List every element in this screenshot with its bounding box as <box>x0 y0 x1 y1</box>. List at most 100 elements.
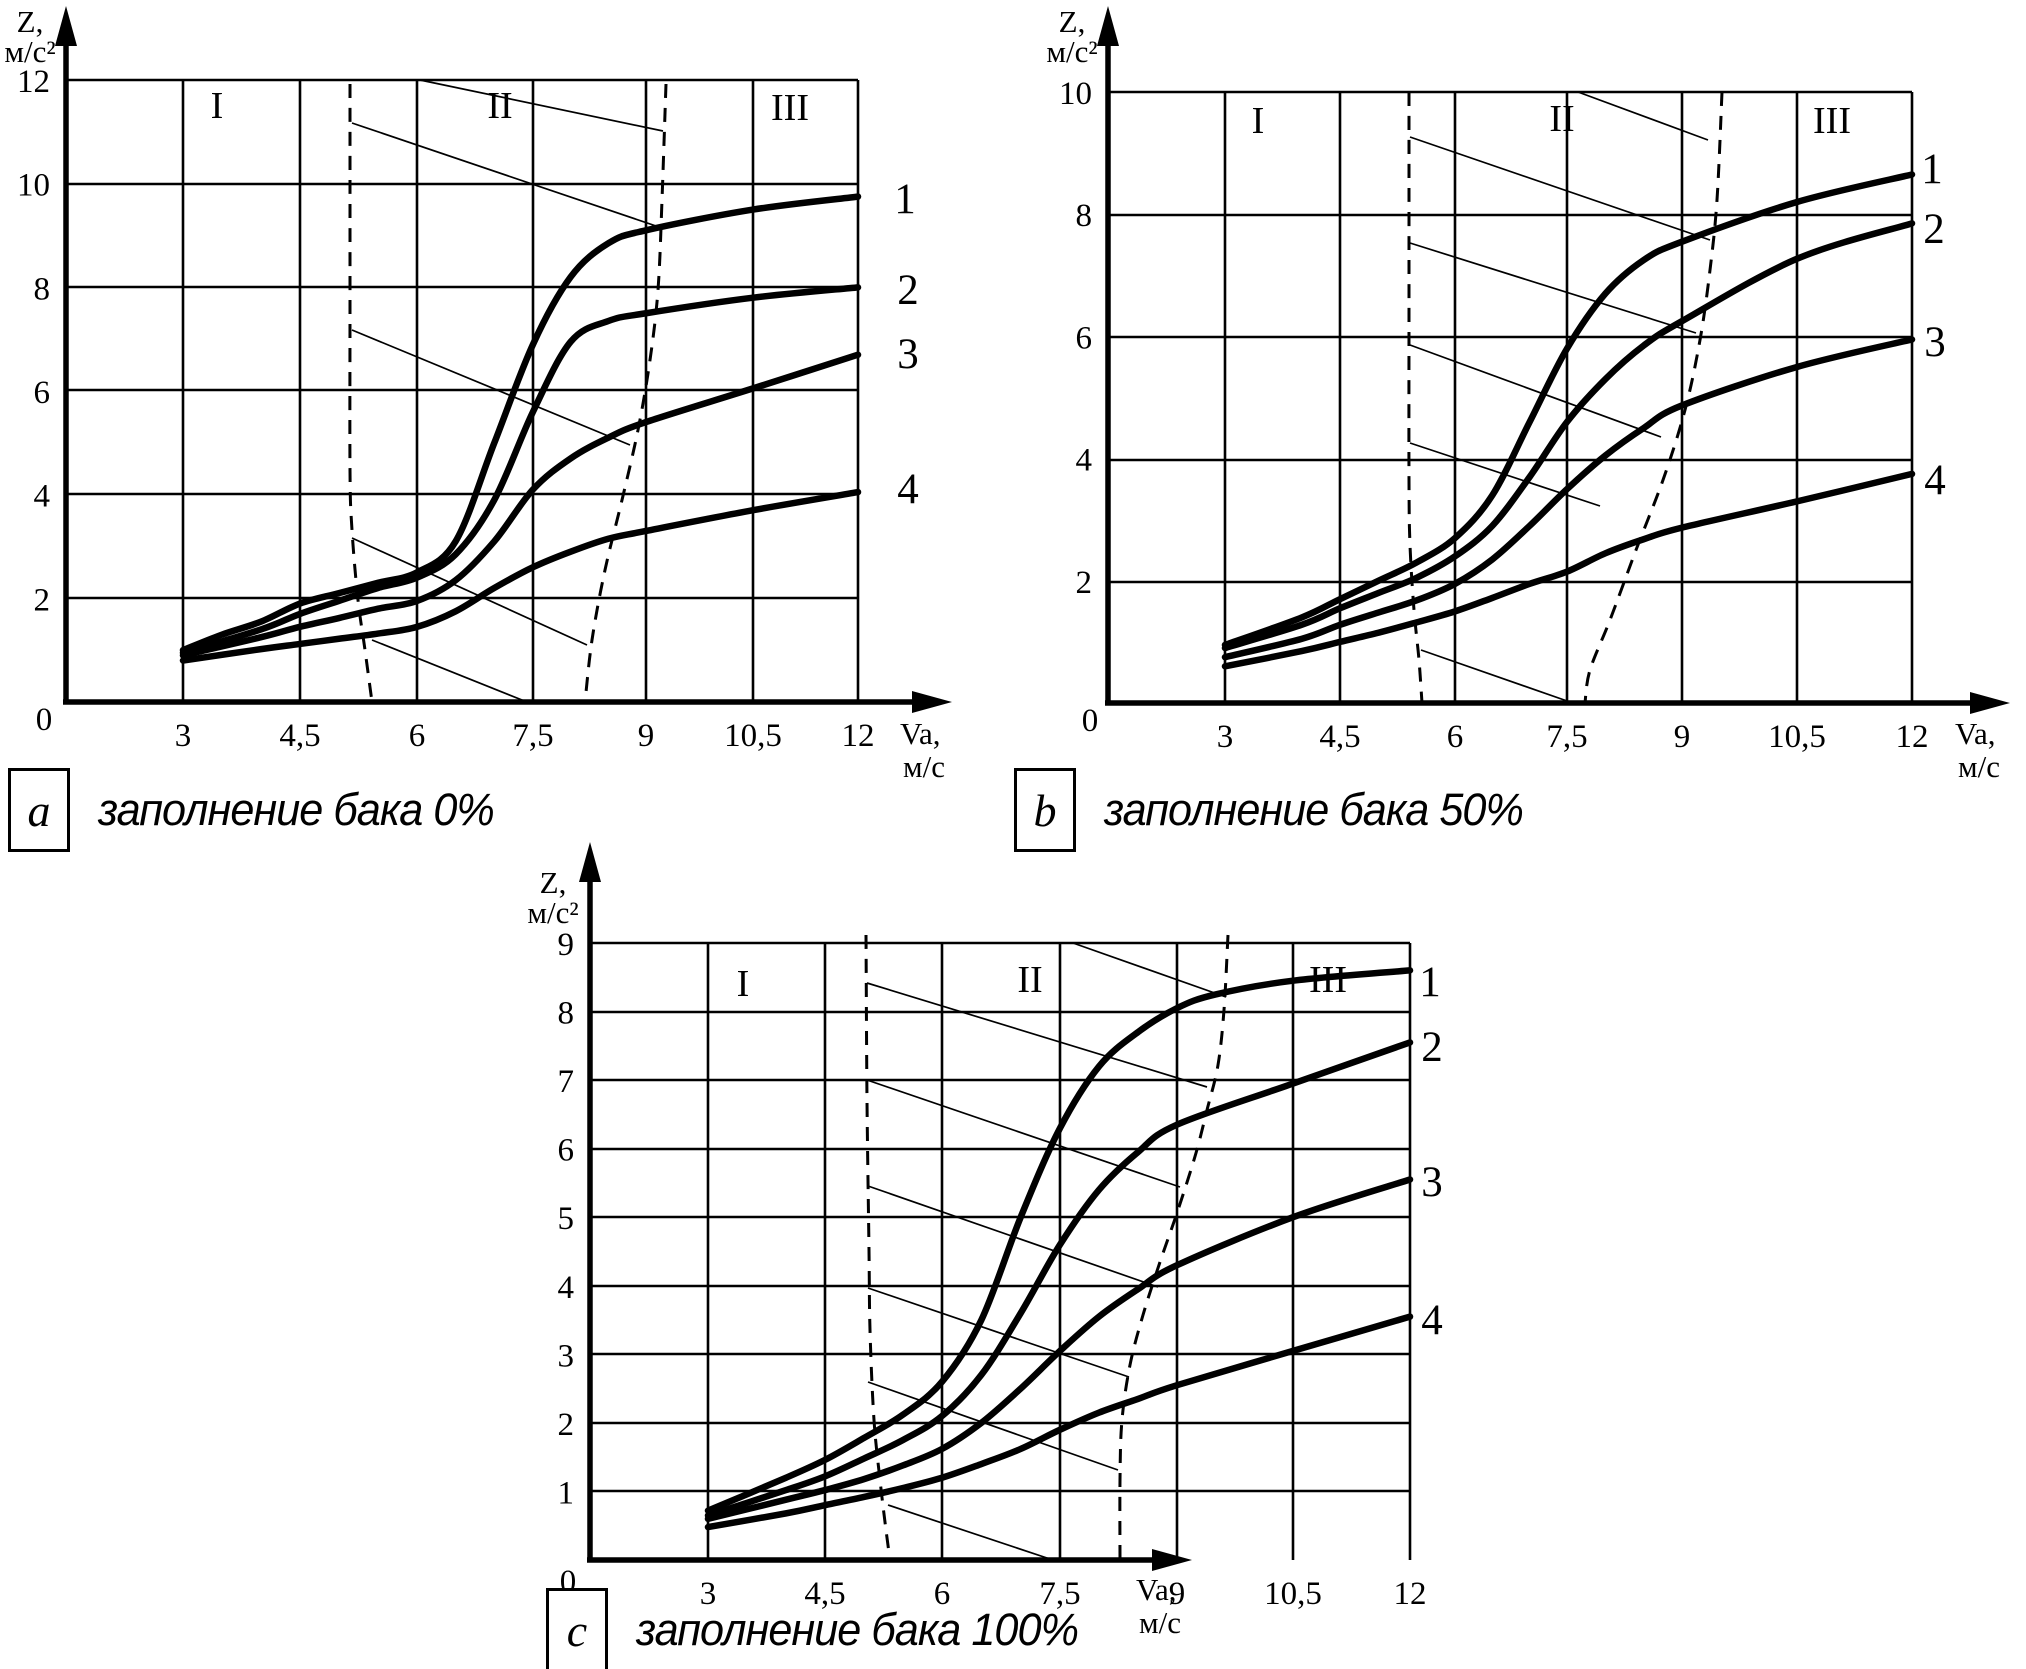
chart-a-curves <box>179 193 862 664</box>
chart-b-y-tick-2: 2 <box>1076 565 1093 601</box>
chart-c-y-axis-title: Z, <box>540 865 567 900</box>
chart-a-y-tick-2: 2 <box>34 582 51 618</box>
chart-b-y-axis-arrow <box>1097 6 1119 46</box>
chart-a-y-axis-title: Z, <box>17 4 44 39</box>
chart-b-curve-label-2: 2 <box>1923 206 1945 253</box>
chart-c-curves <box>704 967 1414 1531</box>
chart-b-curve-4 <box>1221 470 1916 670</box>
chart-b-curve-1 <box>1221 171 1916 649</box>
chart-c-x-axis-arrow <box>1152 1549 1192 1571</box>
chart-a-boundary-2 <box>583 83 668 703</box>
chart-c-curve-label-3: 3 <box>1421 1159 1443 1206</box>
chart-b-curves <box>1221 171 1916 670</box>
chart-b-x-axis-unit: м/с <box>1958 749 2000 784</box>
chart-a-y-tick-8: 8 <box>34 271 51 307</box>
chart-a-zone-label-I: I <box>211 85 224 127</box>
chart-b-zone-label-III: III <box>1813 100 1851 142</box>
chart-b-grid <box>1108 90 1914 703</box>
chart-c-y-tick-6: 6 <box>558 1133 575 1169</box>
chart-c-x-tick-10,5: 10,5 <box>1264 1576 1322 1612</box>
chart-c-y-axis-arrow <box>579 842 601 882</box>
chart-b-x-axis-title: Va, <box>1955 716 1995 751</box>
chart-a-curve-label-4: 4 <box>897 466 919 513</box>
chart-a-origin-label: 0 <box>36 702 53 738</box>
caption-a-text: заполнение бака 0% <box>98 784 495 835</box>
caption-a-letter-box: a <box>8 768 70 852</box>
chart-b-x-axis-arrow <box>1970 692 2010 714</box>
chart-a-x-tick-7,5: 7,5 <box>512 718 553 754</box>
chart-b-y-tick-10: 10 <box>1059 76 1092 112</box>
chart-a-zone-label-III: III <box>771 87 809 129</box>
chart-b-curve-3 <box>1221 336 1916 661</box>
chart-c-curve-label-2: 2 <box>1421 1024 1443 1071</box>
chart-c-zone-label-III: III <box>1309 959 1347 1001</box>
chart-c-grid <box>590 941 1412 1560</box>
caption-a-letter: a <box>27 784 51 836</box>
caption-a: a заполнение бака 0% <box>8 768 510 852</box>
chart-c-y-tick-7: 7 <box>558 1064 575 1100</box>
chart-b-x-tick-3: 3 <box>1217 719 1234 755</box>
caption-c-letter-box: c <box>546 1588 608 1669</box>
chart-b-origin-label: 0 <box>1082 703 1099 739</box>
chart-b-zone-label-I: I <box>1252 100 1265 142</box>
chart-a-y-tick-12: 12 <box>17 64 50 100</box>
chart-c-boundary-2 <box>1118 934 1230 1561</box>
chart-b-zone-label-II: II <box>1549 98 1574 140</box>
chart-b-x-tick-4,5: 4,5 <box>1319 719 1360 755</box>
chart-c-x-tick-9: 9 <box>1169 1576 1186 1612</box>
chart-a-y-tick-10: 10 <box>17 168 50 204</box>
chart-c-curve-1 <box>704 967 1414 1514</box>
chart-a-curve-2 <box>179 284 862 657</box>
chart-b-y-axis-unit: м/с² <box>1046 34 1097 69</box>
chart-c-x-tick-3: 3 <box>700 1576 717 1612</box>
caption-b-letter: b <box>1033 784 1057 836</box>
chart-a-y-axis-unit: м/с² <box>4 34 55 69</box>
chart-b-x-tick-12: 12 <box>1896 719 1929 755</box>
chart-a-x-tick-12: 12 <box>842 718 875 754</box>
chart-c-boundary-1 <box>864 934 892 1561</box>
chart-a-x-tick-3: 3 <box>175 718 192 754</box>
chart-c-y-tick-1: 1 <box>558 1475 575 1511</box>
chart-a-x-tick-4,5: 4,5 <box>279 718 320 754</box>
chart-a-curve-3 <box>179 351 862 659</box>
chart-b-axes <box>1097 6 2010 714</box>
chart-a-x-axis-unit: м/с <box>903 749 945 784</box>
chart-b-curve-label-4: 4 <box>1924 457 1946 504</box>
chart-c-y-tick-8: 8 <box>558 996 575 1032</box>
chart-c-x-axis-unit: м/с <box>1139 1605 1181 1640</box>
chart-a-curve-4 <box>179 488 862 664</box>
chart-b-x-tick-7,5: 7,5 <box>1546 719 1587 755</box>
chart-c-x-tick-6: 6 <box>934 1576 951 1612</box>
chart-b-x-tick-9: 9 <box>1674 719 1691 755</box>
caption-b-letter-box: b <box>1014 768 1076 852</box>
chart-a-curve-label-1: 1 <box>894 176 916 223</box>
caption-c-text: заполнение бака 100% <box>636 1604 1079 1655</box>
chart-b-x-tick-6: 6 <box>1447 719 1464 755</box>
chart-a-x-tick-10,5: 10,5 <box>724 718 782 754</box>
chart-c-curve-2 <box>704 1039 1414 1519</box>
chart-c-axes <box>579 842 1192 1571</box>
chart-c-x-tick-7,5: 7,5 <box>1039 1576 1080 1612</box>
chart-b-zone-boundaries <box>1407 91 1724 704</box>
chart-a-curve-1 <box>179 193 862 654</box>
chart-b-y-tick-6: 6 <box>1076 320 1093 356</box>
chart-b-y-tick-4: 4 <box>1076 443 1093 479</box>
chart-b-curve-label-3: 3 <box>1924 319 1946 366</box>
chart-a-y-tick-4: 4 <box>34 479 51 515</box>
caption-c: c заполнение бака 100% <box>546 1588 1096 1669</box>
chart-c-x-tick-12: 12 <box>1394 1576 1427 1612</box>
chart-a-x-tick-6: 6 <box>409 718 426 754</box>
chart-c-zone-label-II: II <box>1017 959 1042 1001</box>
chart-a-boundary-1 <box>348 84 374 703</box>
chart-b-curve-label-1: 1 <box>1921 146 1943 193</box>
chart-c-x-axis-title: Va, <box>1136 1572 1176 1607</box>
caption-b-text: заполнение бака 50% <box>1104 784 1524 835</box>
chart-c-y-tick-9: 9 <box>558 927 575 963</box>
chart-a-x-axis-arrow <box>912 691 952 713</box>
chart-c-y-tick-2: 2 <box>558 1407 575 1443</box>
chart-b-boundary-1 <box>1407 92 1424 704</box>
